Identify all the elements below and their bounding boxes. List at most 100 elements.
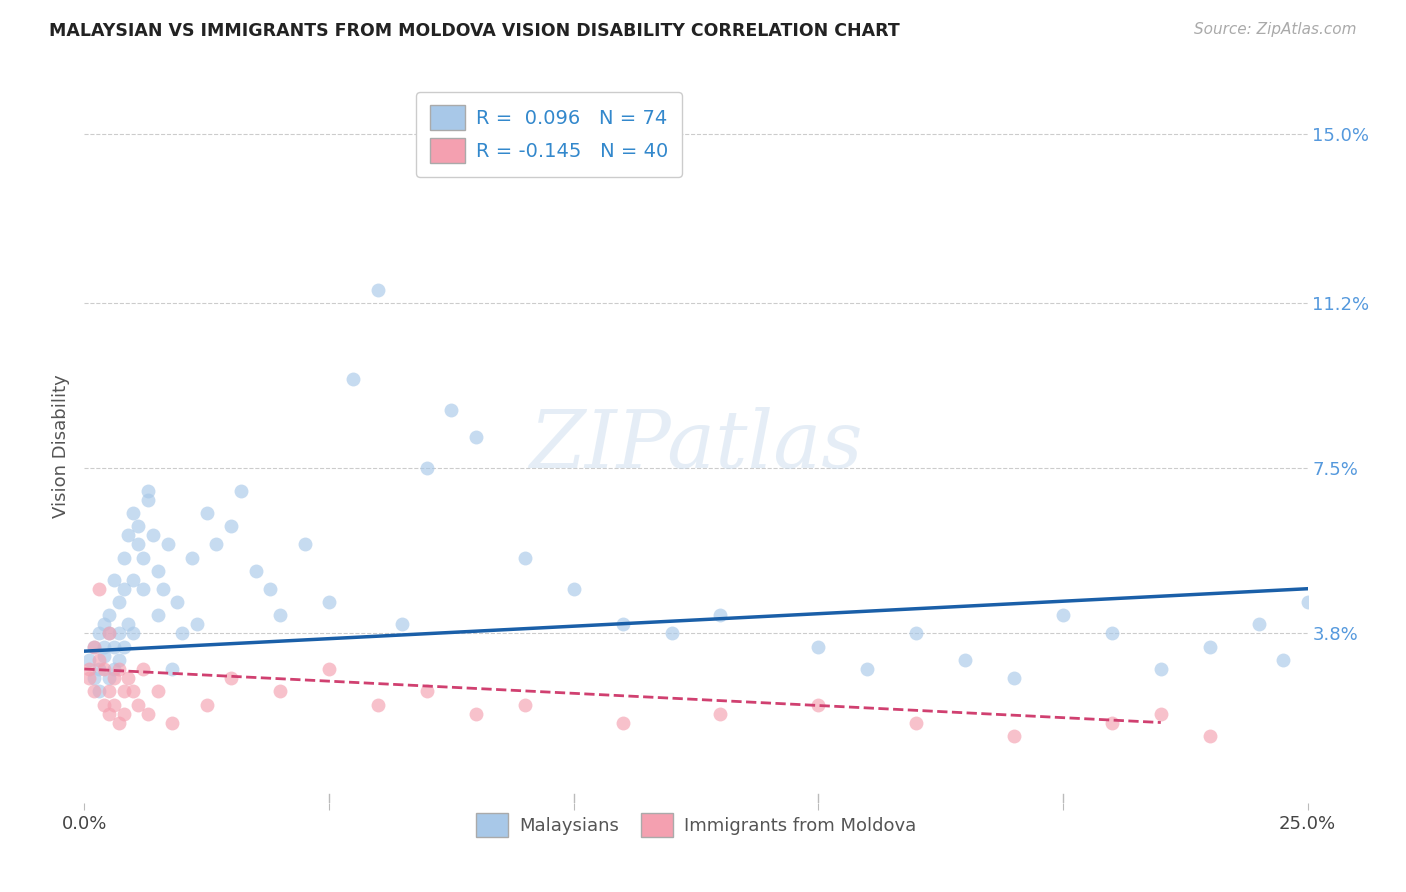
Point: [391, 617, 413, 632]
Point: [166, 595, 188, 609]
Point: [97, 684, 120, 698]
Point: [367, 283, 389, 297]
Point: [172, 626, 194, 640]
Point: [93, 698, 115, 712]
Point: [229, 483, 252, 498]
Point: [142, 528, 165, 542]
Point: [1150, 662, 1173, 676]
Point: [97, 626, 120, 640]
Point: [181, 550, 204, 565]
Point: [219, 519, 242, 533]
Point: [107, 595, 129, 609]
Point: [416, 684, 439, 698]
Point: [1272, 653, 1295, 667]
Point: [513, 550, 536, 565]
Point: [318, 595, 340, 609]
Point: [132, 662, 155, 676]
Point: [112, 684, 135, 698]
Point: [83, 640, 105, 654]
Point: [709, 706, 731, 721]
Point: [112, 640, 135, 654]
Point: [905, 626, 928, 640]
Point: [97, 626, 120, 640]
Point: [1002, 671, 1025, 685]
Point: [318, 662, 340, 676]
Point: [562, 582, 585, 596]
Point: [195, 506, 218, 520]
Point: [152, 582, 174, 596]
Point: [97, 671, 120, 685]
Point: [440, 403, 463, 417]
Point: [112, 582, 135, 596]
Point: [1052, 608, 1074, 623]
Point: [77, 653, 100, 667]
Point: [93, 617, 115, 632]
Point: [807, 698, 830, 712]
Point: [83, 640, 105, 654]
Point: [103, 573, 125, 587]
Point: [93, 662, 115, 676]
Point: [122, 684, 145, 698]
Point: [122, 573, 145, 587]
Point: [136, 492, 159, 507]
Point: [1101, 626, 1123, 640]
Point: [205, 537, 228, 551]
Point: [162, 715, 184, 730]
Y-axis label: Vision Disability: Vision Disability: [52, 374, 70, 518]
Text: Source: ZipAtlas.com: Source: ZipAtlas.com: [1194, 22, 1357, 37]
Point: [953, 653, 976, 667]
Point: [245, 564, 267, 578]
Point: [77, 662, 100, 676]
Point: [87, 662, 110, 676]
Point: [122, 506, 145, 520]
Point: [117, 617, 139, 632]
Point: [127, 698, 149, 712]
Point: [87, 626, 110, 640]
Point: [709, 608, 731, 623]
Point: [83, 684, 105, 698]
Point: [87, 582, 110, 596]
Point: [464, 430, 486, 444]
Point: [127, 537, 149, 551]
Legend: Malaysians, Immigrants from Moldova: Malaysians, Immigrants from Moldova: [468, 806, 924, 844]
Point: [513, 698, 536, 712]
Point: [87, 653, 110, 667]
Point: [367, 698, 389, 712]
Point: [146, 684, 169, 698]
Point: [905, 715, 928, 730]
Point: [103, 671, 125, 685]
Point: [103, 698, 125, 712]
Point: [107, 626, 129, 640]
Point: [77, 671, 100, 685]
Point: [146, 608, 169, 623]
Point: [1247, 617, 1270, 632]
Point: [132, 550, 155, 565]
Point: [83, 671, 105, 685]
Point: [612, 617, 634, 632]
Point: [1198, 729, 1220, 743]
Point: [269, 608, 291, 623]
Point: [146, 564, 169, 578]
Point: [127, 519, 149, 533]
Point: [103, 662, 125, 676]
Text: ZIPatlas: ZIPatlas: [529, 408, 863, 484]
Point: [807, 640, 830, 654]
Point: [162, 662, 184, 676]
Point: [661, 626, 683, 640]
Point: [93, 648, 115, 663]
Point: [294, 537, 316, 551]
Point: [219, 671, 242, 685]
Point: [1150, 706, 1173, 721]
Point: [856, 662, 879, 676]
Point: [186, 617, 208, 632]
Point: [117, 528, 139, 542]
Point: [107, 715, 129, 730]
Point: [1101, 715, 1123, 730]
Point: [136, 483, 159, 498]
Point: [87, 684, 110, 698]
Point: [416, 461, 439, 475]
Point: [1002, 729, 1025, 743]
Point: [195, 698, 218, 712]
Point: [612, 715, 634, 730]
Point: [122, 626, 145, 640]
